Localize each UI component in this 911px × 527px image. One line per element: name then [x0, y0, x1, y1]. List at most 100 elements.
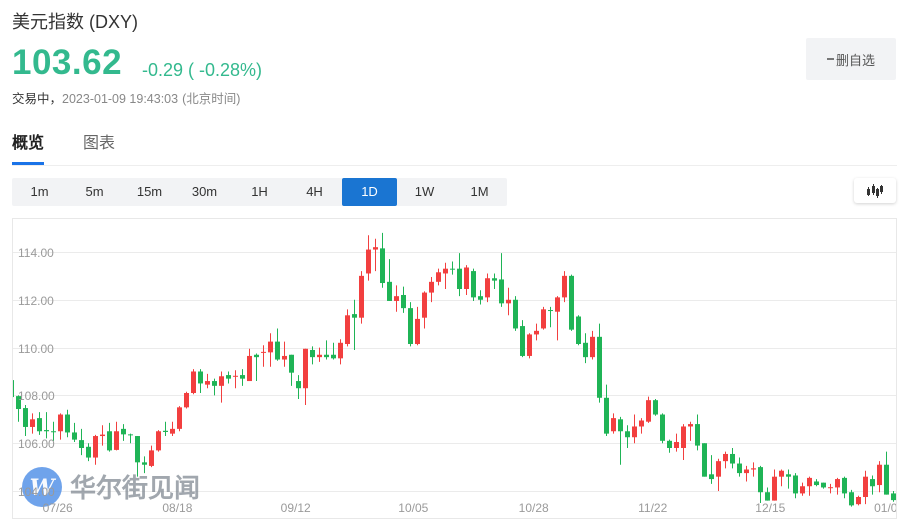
change-percent: ( -0.28%) [188, 60, 263, 80]
tab-overview[interactable]: 概览 [12, 135, 45, 152]
candle [499, 253, 504, 307]
candle [639, 418, 644, 434]
candle [149, 445, 154, 468]
last-price: 103.62 [12, 43, 123, 82]
candle [737, 457, 742, 477]
candle [492, 273, 497, 290]
candle [177, 406, 182, 432]
period-5m-button[interactable]: 5m [85, 184, 104, 199]
candle [247, 348, 252, 382]
x-axis-label: 08/18 [162, 501, 192, 515]
period-30m-button[interactable]: 30m [191, 184, 218, 199]
candle [121, 424, 126, 441]
trading-status: 交易中，2023-01-09 19:43:03 (北京时间) [12, 91, 240, 107]
x-axis-labels: 07/26 08/18 09/12 10/05 10/28 11/22 12/15 01/0 [43, 501, 896, 515]
candle [786, 469, 791, 489]
candle [653, 398, 658, 416]
candle [765, 487, 770, 501]
period-1d-button[interactable]: 1D [342, 178, 397, 206]
period-1m-button[interactable]: 1m [30, 184, 49, 199]
candle [429, 277, 434, 303]
candle [541, 306, 546, 330]
candle [457, 253, 462, 297]
candle [471, 268, 476, 301]
x-axis-label: 12/15 [755, 501, 785, 515]
candle [156, 430, 161, 452]
candle [520, 320, 525, 358]
candle [555, 296, 560, 341]
candle [170, 421, 175, 437]
candlestick-chart[interactable]: W 华尔街见闻 114.00 112.00 110.00 108.00 106.00 10… [12, 218, 897, 519]
candle [394, 285, 399, 312]
candle [450, 261, 455, 275]
period-1h-button[interactable]: 1H [251, 184, 268, 199]
candle [464, 265, 469, 295]
candle [135, 436, 140, 477]
candle [324, 340, 329, 360]
candle [849, 489, 854, 507]
y-axis-label: 108.00 [18, 389, 55, 403]
x-axis-label: 07/26 [43, 501, 73, 515]
chart-type-button[interactable] [854, 178, 896, 203]
candle [443, 262, 448, 290]
candle [793, 473, 798, 499]
candle [338, 339, 343, 365]
tab-chart[interactable]: 图表 [83, 135, 116, 152]
candle [359, 271, 364, 324]
candle [212, 378, 217, 396]
candle [597, 323, 602, 403]
period-15m-button[interactable]: 15m [136, 184, 163, 199]
remove-from-watchlist-button[interactable]: 删自选 [806, 38, 896, 80]
candle [205, 373, 210, 389]
candle [758, 465, 763, 503]
quote-timestamp: 2023-01-09 19:43:03 [62, 92, 179, 106]
watermark-logo-letter: W [30, 475, 57, 501]
y-axis-label: 114.00 [18, 246, 54, 260]
candle [506, 287, 511, 316]
candle [233, 370, 238, 389]
period-1w-button[interactable]: 1W [414, 184, 435, 199]
candle [856, 495, 861, 506]
candle [373, 238, 378, 272]
candle [709, 455, 714, 484]
candle [800, 482, 805, 496]
candle [807, 476, 812, 496]
period-selector: 1m 5m 15m 30m 1H 4H 1D 1W 1M [12, 178, 507, 206]
candle [828, 483, 833, 494]
candle [142, 456, 147, 474]
candle [240, 369, 245, 386]
active-tab-indicator [12, 162, 44, 165]
period-1mo-button[interactable]: 1M [470, 184, 489, 199]
candle [387, 259, 392, 301]
candle [716, 458, 721, 492]
candle [86, 443, 91, 462]
x-axis-label: 11/22 [638, 501, 667, 515]
price-chart[interactable]: W 华尔街见闻 114.00 112.00 110.00 108.00 106.00 10… [12, 218, 897, 519]
candle [478, 290, 483, 305]
y-axis-label: 112.00 [18, 294, 54, 308]
tab-divider [12, 165, 897, 166]
candle [30, 413, 35, 434]
candle [310, 346, 315, 365]
candle [317, 347, 322, 362]
candle [695, 414, 700, 451]
candle [534, 323, 539, 341]
candle [513, 296, 518, 331]
price-change: -0.29( -0.28%) [142, 59, 267, 81]
candle [485, 273, 490, 303]
candle [331, 342, 336, 360]
gridlines [13, 252, 896, 492]
candle [93, 434, 98, 465]
candle [436, 268, 441, 286]
candle [100, 425, 105, 446]
candle [254, 353, 259, 382]
candle [583, 333, 588, 364]
candle [282, 341, 287, 367]
period-4h-button[interactable]: 4H [306, 184, 323, 199]
candle [303, 348, 308, 405]
candle [261, 345, 266, 367]
x-axis-label: 09/12 [281, 501, 311, 515]
candle [842, 476, 847, 499]
candle [723, 451, 728, 469]
candle [415, 306, 420, 346]
